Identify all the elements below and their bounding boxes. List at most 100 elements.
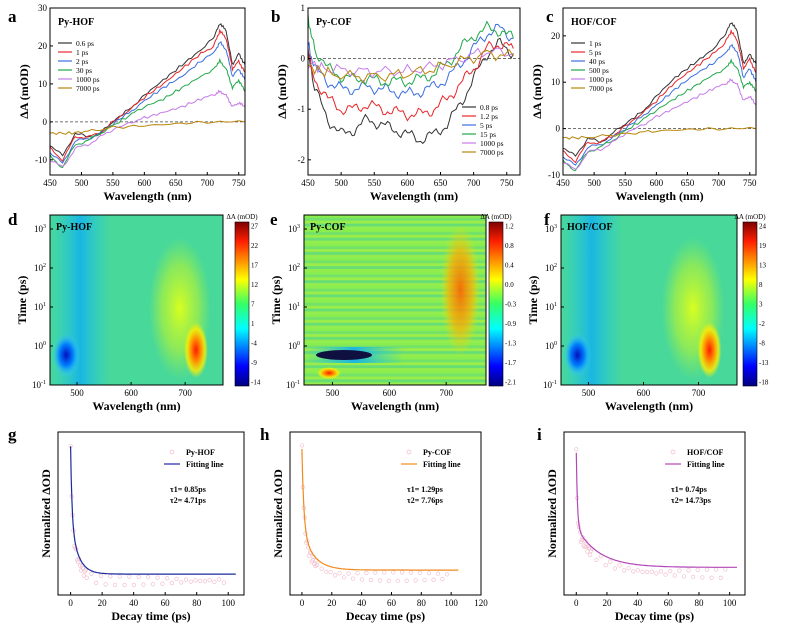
- panel-label-b: b: [271, 7, 280, 26]
- colorbar-tick-label: -4: [251, 340, 257, 348]
- x-tick-label: 500: [582, 388, 596, 398]
- data-point: [346, 571, 351, 576]
- data-point: [207, 578, 212, 583]
- x-tick-label: 0: [300, 598, 305, 608]
- colorbar-tick-label: 27: [251, 223, 259, 231]
- data-point: [672, 573, 677, 578]
- x-tick-label: 450: [301, 178, 315, 188]
- data-point: [332, 573, 338, 578]
- data-point: [587, 545, 592, 550]
- data-point: [686, 568, 691, 573]
- fit-line: [70, 446, 236, 575]
- data-point: [714, 567, 719, 572]
- series-line-1ps: [562, 22, 757, 157]
- panel-label-i: i: [537, 425, 542, 444]
- data-point: [198, 578, 203, 583]
- x-tick-label: 80: [694, 598, 704, 608]
- data-point: [136, 574, 141, 579]
- colorbar-tick-label: 3: [759, 301, 763, 309]
- series-line-0.6ps: [49, 22, 246, 157]
- legend-entry: 1.2 ps: [480, 112, 498, 121]
- data-point: [141, 582, 146, 587]
- y-tick-label: -10: [35, 155, 47, 165]
- data-point: [73, 546, 78, 551]
- x-tick-label: 500: [70, 388, 84, 398]
- data-point: [377, 578, 382, 583]
- legend-entry: 40 ps: [589, 57, 605, 66]
- data-point: [315, 562, 320, 567]
- x-tick-label: 700: [201, 178, 215, 188]
- data-point: [677, 568, 682, 573]
- data-point: [150, 582, 155, 587]
- series-line-7000ps: [562, 126, 757, 140]
- x-tick-label: 600: [138, 178, 152, 188]
- x-axis-label: Wavelength (nm): [92, 399, 180, 413]
- y-tick-label: 100: [545, 341, 557, 351]
- x-tick-label: 80: [192, 598, 202, 608]
- x-tick-label: 60: [664, 598, 674, 608]
- y-tick-label: 101: [288, 302, 300, 312]
- panel-label-c: c: [546, 7, 554, 26]
- data-point: [718, 575, 723, 581]
- y-tick-label: 102: [545, 263, 557, 273]
- data-point: [631, 569, 636, 574]
- x-tick-label: 600: [124, 388, 138, 398]
- decay-panel-h: 0 20 40 60 80 100 120 Decay time (ps) Normalized…: [271, 443, 488, 623]
- x-tick-label: 0: [68, 598, 73, 608]
- x-tick-label: 120: [474, 598, 488, 608]
- data-point: [663, 572, 668, 577]
- data-point: [89, 571, 94, 576]
- colorbar-tick-label: 1.2: [505, 223, 514, 231]
- legend-entry: 1000 ps: [480, 139, 504, 148]
- data-point: [409, 570, 414, 575]
- data-point: [131, 582, 137, 588]
- data-point: [193, 578, 198, 583]
- data-point: [183, 577, 189, 582]
- data-point: [382, 570, 387, 575]
- y-axis-label: Normalized ΔOD: [271, 469, 285, 558]
- x-tick-label: 650: [434, 178, 448, 188]
- x-tick-label: 60: [387, 598, 397, 608]
- data-point: [368, 578, 373, 583]
- x-tick-label: 40: [129, 598, 139, 608]
- x-tick-label: 100: [444, 598, 458, 608]
- series-line-2ps: [49, 41, 246, 164]
- data-point: [640, 569, 645, 574]
- y-tick-label: 103: [288, 224, 300, 234]
- y-tick-label: 101: [545, 302, 557, 312]
- y-axis-label: Normalized ΔOD: [39, 469, 53, 558]
- x-axis-label: Wavelength (nm): [351, 399, 439, 413]
- data-point: [76, 559, 81, 565]
- colorbar-tick-label: 1: [251, 320, 255, 328]
- colorbar: [488, 221, 504, 387]
- y-tick-label: 20: [551, 31, 561, 41]
- x-tick-label: 40: [633, 598, 643, 608]
- legend-marker: [169, 449, 175, 455]
- data-point: [202, 579, 208, 584]
- legend-entry: 1 ps: [76, 48, 88, 57]
- data-point: [155, 575, 160, 580]
- fit-line: [575, 452, 737, 568]
- y-tick-label: -1: [298, 104, 306, 114]
- data-point: [77, 563, 83, 568]
- series-line-1000ps: [562, 78, 757, 170]
- x-tick-label: 700: [467, 178, 481, 188]
- fit-line: [301, 448, 459, 571]
- y-axis-label: Time (ps): [526, 276, 540, 325]
- data-point: [400, 570, 405, 575]
- panel-title: Py-HOF: [58, 17, 94, 28]
- panel-label-e: e: [270, 210, 278, 229]
- data-point: [418, 570, 423, 575]
- y-tick-label: 102: [34, 263, 46, 273]
- data-point: [700, 575, 705, 580]
- legend-entry: 0.8 ps: [480, 103, 498, 112]
- heatmap-panel-d: 500 600 700 103 102 101 100 10-1 Wavelength (nm)…: [15, 213, 261, 413]
- data-point: [122, 582, 127, 588]
- data-point: [440, 577, 445, 582]
- heatmap-image: [561, 215, 737, 385]
- x-tick-label: 500: [587, 178, 601, 188]
- decay-panel-i: 0 20 40 60 80 100 Decay time (ps) Normalized ΔO…: [545, 447, 737, 623]
- data-point: [444, 572, 450, 577]
- panel-label-g: g: [8, 425, 17, 444]
